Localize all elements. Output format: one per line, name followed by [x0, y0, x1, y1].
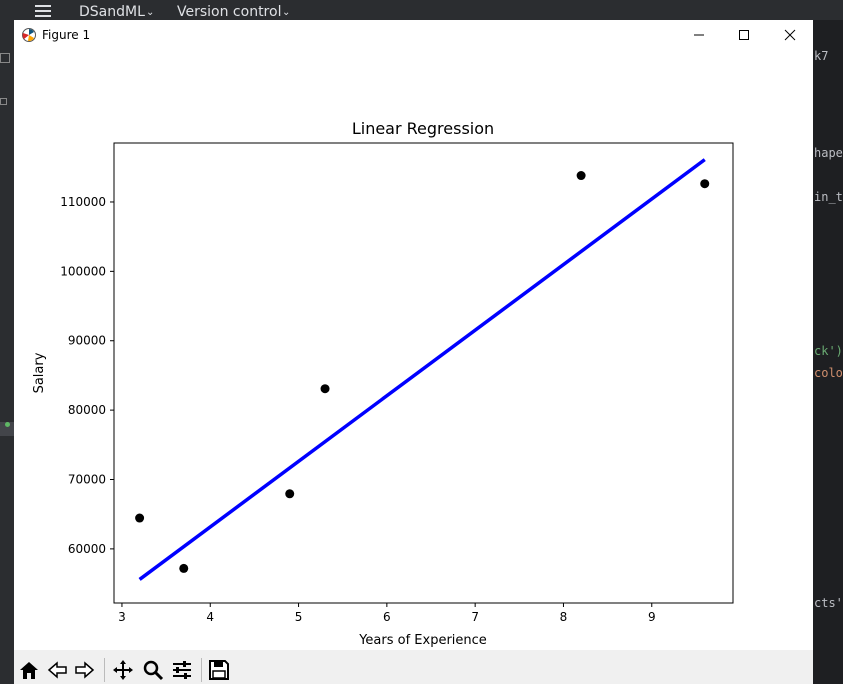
pan-icon — [113, 660, 133, 680]
x-tick-label: 3 — [118, 610, 126, 624]
code-editor-fragment[interactable]: k7 hape in_t ck') colo cts' — [813, 20, 843, 684]
configure-subplots-icon — [173, 661, 191, 679]
x-tick-label: 9 — [648, 610, 656, 624]
scatter-point — [285, 489, 295, 499]
scatter-point — [320, 384, 330, 394]
y-axis-label: Salary — [32, 352, 47, 393]
toolbar-separator — [201, 658, 202, 682]
pan-button[interactable] — [111, 658, 135, 682]
y-tick-label: 80000 — [68, 403, 106, 417]
scatter-point — [135, 513, 145, 523]
x-axis-label: Years of Experience — [358, 633, 487, 648]
configure-subplots-button[interactable] — [170, 658, 194, 682]
chevron-down-icon[interactable]: ⌄ — [146, 7, 155, 18]
code-fragment: in_t — [814, 190, 843, 204]
chevron-down-icon[interactable]: ⌄ — [282, 7, 291, 18]
x-tick-label: 7 — [471, 610, 479, 624]
scatter-point — [179, 563, 189, 573]
save-icon — [209, 660, 229, 680]
scatter-point — [576, 171, 586, 181]
figure-canvas[interactable]: Linear Regression 3 4 5 6 7 8 9 60000 70000 80000… — [14, 50, 813, 650]
code-fragment: hape — [814, 146, 843, 160]
home-icon — [20, 662, 38, 679]
y-tick-label: 60000 — [68, 542, 106, 556]
y-tick-label: 90000 — [68, 334, 106, 348]
window-title: Figure 1 — [42, 28, 91, 42]
forward-icon — [75, 661, 95, 679]
minimize-button[interactable] — [676, 20, 722, 50]
code-fragment: colo — [814, 366, 843, 380]
axes-frame — [113, 142, 734, 604]
chart-title: Linear Regression — [352, 119, 494, 138]
close-button[interactable] — [767, 20, 813, 50]
x-tick-label: 8 — [560, 610, 568, 624]
maximize-button[interactable] — [721, 20, 767, 50]
scatter-point — [700, 179, 710, 189]
project-name[interactable]: DSandML — [79, 4, 145, 20]
zoom-icon — [143, 660, 164, 681]
x-tick-label: 5 — [295, 610, 303, 624]
x-tick-label: 4 — [206, 610, 214, 624]
code-fragment: k7 — [814, 49, 829, 63]
close-icon — [784, 29, 796, 41]
vcs-menu[interactable]: Version control — [177, 4, 282, 20]
tool-window-icon[interactable] — [0, 98, 7, 105]
tool-window-icon[interactable] — [0, 53, 10, 63]
y-tick-label: 70000 — [68, 473, 106, 487]
status-dot — [5, 422, 10, 427]
window-title-bar[interactable]: Figure 1 — [14, 20, 813, 50]
back-button[interactable] — [45, 658, 69, 682]
regression-line — [138, 158, 706, 581]
matplotlib-logo-icon — [22, 28, 36, 42]
forward-button[interactable] — [73, 658, 97, 682]
y-tick-label: 100000 — [60, 264, 106, 278]
navigation-toolbar — [14, 650, 813, 684]
toolbar-separator — [104, 658, 105, 682]
code-fragment: ck') — [814, 344, 843, 358]
ide-left-toolbar — [0, 24, 14, 684]
minimize-icon — [694, 34, 704, 36]
run-icon-active[interactable] — [0, 422, 14, 436]
y-tick-label: 110000 — [60, 195, 106, 209]
back-icon — [47, 661, 67, 679]
x-tick-label: 6 — [383, 610, 391, 624]
zoom-button[interactable] — [141, 658, 165, 682]
chart-svg: Linear Regression 3 4 5 6 7 8 9 60000 70000 80000… — [32, 119, 734, 648]
maximize-icon — [739, 30, 749, 40]
figure-window: Figure 1 Linear Regression 3 4 5 6 7 8 9 60000 7… — [14, 20, 813, 684]
main-menu-icon[interactable] — [34, 4, 52, 18]
save-button[interactable] — [207, 658, 231, 682]
home-button[interactable] — [17, 658, 41, 682]
code-fragment: cts' — [814, 596, 843, 610]
